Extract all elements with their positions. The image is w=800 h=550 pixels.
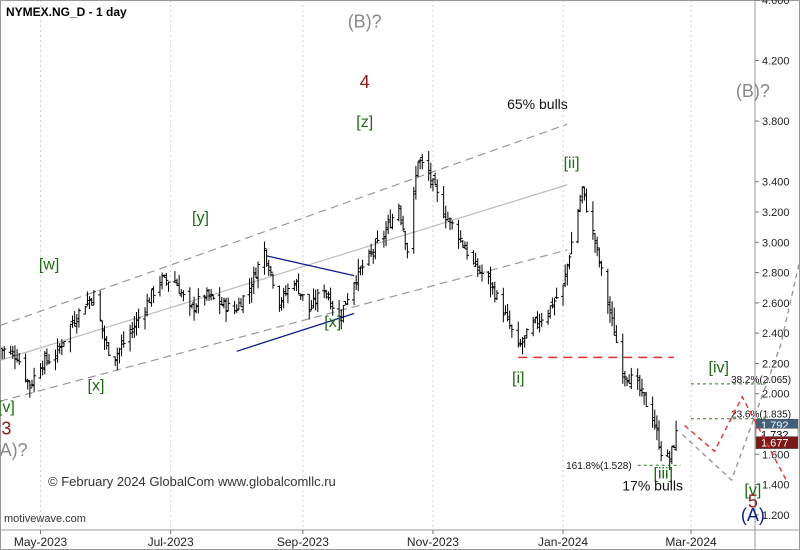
y-tick-label: 3.800 — [762, 116, 790, 128]
y-tick-label: 2.200 — [762, 358, 790, 370]
wave-label: (B)? — [348, 11, 382, 31]
channel-upper-line — [0, 123, 568, 327]
wave-label: [x] — [324, 314, 341, 331]
wave-label: [v] — [0, 399, 15, 416]
triangle-line — [266, 255, 355, 277]
watermark-text: motivewave.com — [4, 513, 86, 525]
y-tick-label: 3.200 — [762, 207, 790, 219]
wave-label: 5 — [748, 491, 758, 511]
channel-middle-line — [0, 184, 568, 361]
projection-gray-path — [682, 256, 800, 482]
wave-label: [iii] — [654, 466, 674, 483]
wave-label: [x] — [88, 378, 105, 395]
fib-level-label: 38.2%(2.065) — [731, 375, 791, 386]
wave-label: [y] — [192, 210, 209, 227]
wave-label: (A) — [741, 505, 765, 525]
price-badge-low — [755, 436, 799, 449]
x-tick-label: Sep-2023 — [277, 535, 329, 549]
wave-label: [ii] — [564, 155, 580, 172]
copyright-text: © February 2024 GlobalCom www.globalcoml… — [48, 474, 336, 489]
x-tick-label: Nov-2023 — [407, 535, 459, 549]
wave-label: 3 — [1, 419, 11, 439]
fib-level-label: 161.8%(1.528) — [566, 461, 632, 472]
y-tick-label: 3.400 — [762, 177, 790, 189]
wave-label: (B)? — [736, 81, 770, 101]
x-tick-label: Jul-2023 — [148, 535, 194, 549]
channel-lower-line — [0, 249, 568, 402]
wave-label: [v] — [744, 482, 761, 499]
y-tick-label: 3.000 — [762, 237, 790, 249]
wave-label: 65% bulls — [507, 96, 568, 112]
price-badge-label: 1.677 — [761, 438, 789, 450]
triangle-line — [236, 312, 355, 352]
y-tick-label: 2.800 — [762, 268, 790, 280]
y-tick-label: 4.200 — [762, 56, 790, 68]
x-tick-label: Jan-2024 — [538, 535, 588, 549]
y-tick-label: 4.600 — [762, 0, 790, 7]
y-tick-label: 1.400 — [762, 480, 790, 492]
y-tick-label: 1.200 — [762, 510, 790, 522]
overlays: 161.8%(1.528) 38.2%(2.065) 23.6%(1.835) [v]… — [0, 11, 800, 525]
wave-label: 4 — [360, 72, 370, 92]
wave-label: (A)? — [0, 440, 28, 460]
y-tick-label: 2.400 — [762, 328, 790, 340]
wave-label: [z] — [356, 114, 373, 131]
projection-red-path — [684, 395, 788, 482]
wave-label: 17% bulls — [622, 478, 683, 494]
x-tick-label: Mar-2024 — [665, 535, 717, 549]
y-tick-label: 2.600 — [762, 298, 790, 310]
wave-label: [w] — [39, 257, 59, 274]
wave-label: [i] — [512, 370, 524, 387]
x-tick-label: May-2023 — [14, 535, 68, 549]
plot-area — [0, 0, 692, 530]
fib-level-label: 23.6%(1.835) — [731, 410, 791, 421]
y-tick-label: 1.600 — [762, 449, 790, 461]
wave-label: [iv] — [709, 360, 729, 377]
y-tick-label: 2.000 — [762, 389, 790, 401]
chart-title: NYMEX.NG_D - 1 day — [6, 5, 127, 19]
